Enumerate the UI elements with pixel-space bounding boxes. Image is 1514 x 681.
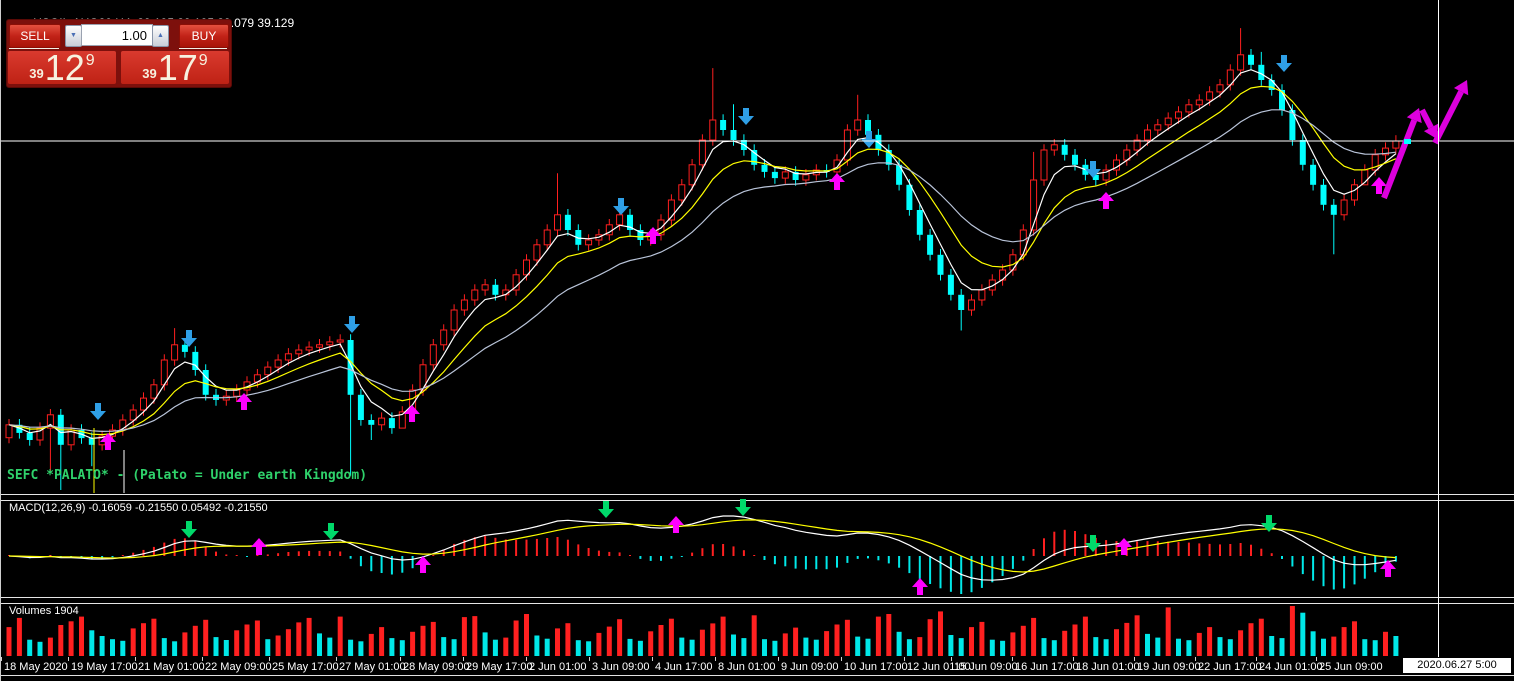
- buy-price-display[interactable]: 39 17 9: [121, 47, 229, 88]
- time-axis[interactable]: 18 May 2020 19 May 17:00 21 May 01:00 22 Ma…: [1, 657, 1514, 676]
- axis-tick: [1316, 657, 1317, 661]
- axis-tick: [778, 657, 779, 661]
- axis-tick: [400, 657, 401, 661]
- sell-price-point: 9: [85, 52, 95, 69]
- axis-date-label: 25 Jun 09:00: [1319, 661, 1383, 673]
- axis-tick: [652, 657, 653, 661]
- sell-button[interactable]: SELL: [9, 24, 61, 48]
- buy-price-pips: 17: [157, 47, 198, 88]
- axis-date-label: 12 Jun 01:00: [907, 661, 971, 673]
- axis-tick: [202, 657, 203, 661]
- axis-tick: [1012, 657, 1013, 661]
- axis-tick: [1256, 657, 1257, 661]
- panel-separator[interactable]: [1, 494, 1514, 501]
- sell-underline: [9, 48, 59, 49]
- axis-date-label: 16 Jun 17:00: [1015, 661, 1079, 673]
- axis-tick: [135, 657, 136, 661]
- macd-label: MACD(12,26,9) -0.16059 -0.21550 0.05492 …: [9, 502, 268, 514]
- axis-date-label: 19 Jun 09:00: [1137, 661, 1201, 673]
- crosshair-date-badge: 2020.06.27 5:00: [1403, 658, 1511, 673]
- buy-button[interactable]: BUY: [179, 24, 229, 48]
- axis-date-label: 15 Jun 09:00: [954, 661, 1018, 673]
- buy-price-int: 39: [142, 66, 157, 81]
- volume-increase-button[interactable]: ▲: [152, 25, 169, 47]
- crosshair-vertical-line: [1438, 0, 1439, 657]
- axis-tick: [904, 657, 905, 661]
- price-chart-canvas[interactable]: [1, 0, 1514, 494]
- axis-date-label: 19 May 17:00: [71, 661, 138, 673]
- axis-tick: [1073, 657, 1074, 661]
- axis-date-label: 18 Jun 01:00: [1076, 661, 1140, 673]
- axis-date-label: 28 May 09:00: [403, 661, 470, 673]
- sell-price-display[interactable]: 39 12 9: [8, 47, 116, 88]
- axis-tick: [841, 657, 842, 661]
- volumes-panel-canvas[interactable]: [1, 602, 1514, 657]
- volume-decrease-button[interactable]: ▼: [65, 25, 82, 47]
- macd-panel-canvas[interactable]: [1, 499, 1514, 597]
- sell-price-pips: 12: [44, 47, 85, 88]
- buy-price-point: 9: [198, 52, 208, 69]
- axis-date-label: 22 May 09:00: [205, 661, 272, 673]
- sefc-indicator-label: SEFC *PALATO* - (Palato = Under earth Ki…: [7, 468, 368, 483]
- volumes-label: Volumes 1904: [9, 605, 79, 617]
- axis-date-label: 10 Jun 17:00: [844, 661, 908, 673]
- axis-tick: [336, 657, 337, 661]
- volume-input[interactable]: [81, 24, 153, 46]
- sell-price-int: 39: [29, 66, 44, 81]
- axis-date-label: 3 Jun 09:00: [592, 661, 650, 673]
- axis-date-label: 29 May 17:00: [466, 661, 533, 673]
- axis-tick: [951, 657, 952, 661]
- axis-tick: [1134, 657, 1135, 661]
- axis-tick: [269, 657, 270, 661]
- axis-date-label: 25 May 17:00: [272, 661, 339, 673]
- axis-date-label: 24 Jun 01:00: [1259, 661, 1323, 673]
- panel-separator[interactable]: [1, 597, 1514, 604]
- axis-date-label: 21 May 01:00: [138, 661, 205, 673]
- buy-underline: [179, 48, 227, 49]
- axis-date-label: 22 Jun 17:00: [1198, 661, 1262, 673]
- axis-tick: [715, 657, 716, 661]
- axis-date-label: 4 Jun 17:00: [655, 661, 713, 673]
- axis-date-label: 27 May 01:00: [339, 661, 406, 673]
- axis-tick: [589, 657, 590, 661]
- axis-date-label: 18 May 2020: [4, 661, 68, 673]
- axis-tick: [526, 657, 527, 661]
- axis-date-label: 8 Jun 01:00: [718, 661, 776, 673]
- axis-date-label: 2 Jun 01:00: [529, 661, 587, 673]
- axis-date-label: 9 Jun 09:00: [781, 661, 839, 673]
- axis-tick: [463, 657, 464, 661]
- axis-tick: [68, 657, 69, 661]
- axis-tick: [1, 657, 2, 661]
- axis-tick: [1195, 657, 1196, 661]
